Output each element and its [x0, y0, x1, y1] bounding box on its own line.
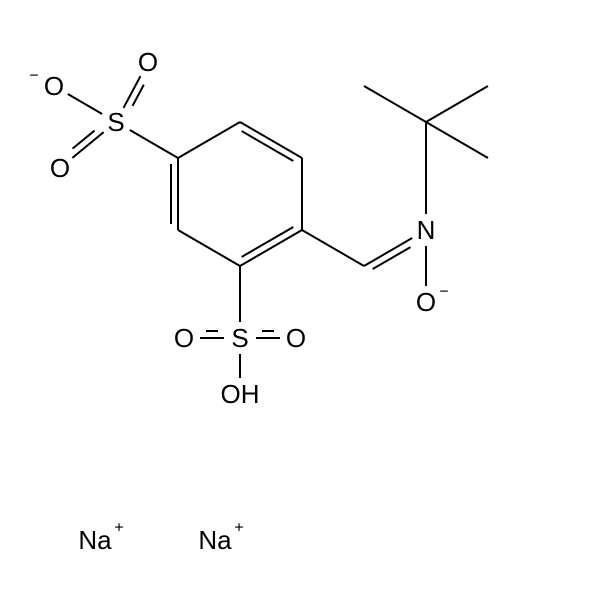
atom-label: O	[44, 71, 64, 101]
charge-label: +	[234, 520, 243, 537]
atom-label: N	[417, 215, 436, 245]
atom-label: O	[174, 323, 194, 353]
atom-label: OH	[221, 379, 260, 409]
atom-label: O	[286, 323, 306, 353]
atom-label: O	[50, 153, 70, 183]
atom-label: O	[138, 47, 158, 77]
charge-label: −	[439, 284, 448, 301]
charge-label: +	[114, 520, 123, 537]
atom-label: S	[231, 323, 248, 353]
molecule-diagram: SO−OOSOOOHNO−Na+Na+	[0, 0, 600, 600]
charge-label: −	[29, 68, 38, 85]
counter-ion: Na	[78, 525, 112, 555]
atom-label: S	[107, 107, 124, 137]
atom-label: O	[416, 287, 436, 317]
counter-ion: Na	[198, 525, 232, 555]
